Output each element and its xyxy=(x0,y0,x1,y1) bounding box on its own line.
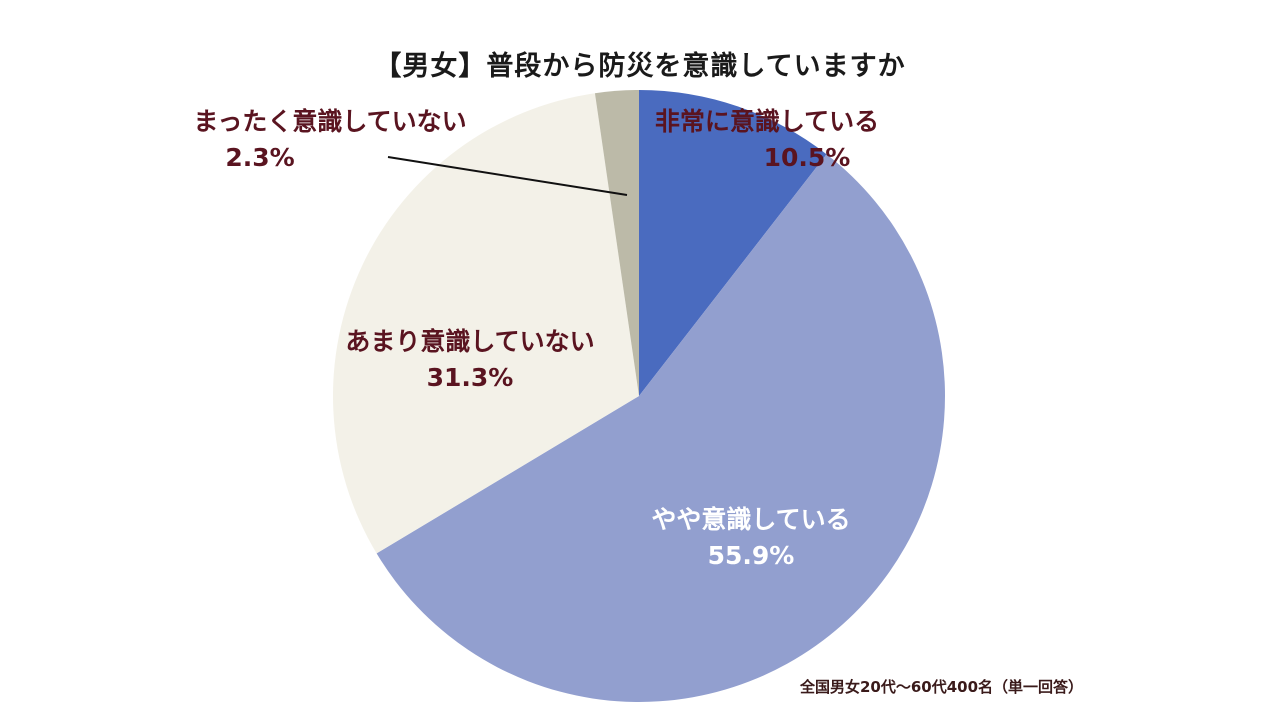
slice-not-at-all xyxy=(594,90,639,396)
slice-label-somewhat: やや意識している 55.9% xyxy=(651,505,851,570)
slice-somewhat xyxy=(376,154,946,702)
slice-not-much xyxy=(332,93,639,554)
slice-label-very: 非常に意識している 10.5% xyxy=(654,107,880,172)
survey-note: 全国男女20代〜60代400名（単一回答） xyxy=(800,678,1084,696)
slice-label-not-much: あまり意識していない 31.3% xyxy=(345,327,595,392)
chart-title: 【男女】普段から防災を意識していますか xyxy=(374,51,906,82)
slice-label-not-at-all: まったく意識していない 2.3% xyxy=(193,107,467,172)
leader-line xyxy=(387,156,628,196)
slice-very xyxy=(639,90,827,396)
